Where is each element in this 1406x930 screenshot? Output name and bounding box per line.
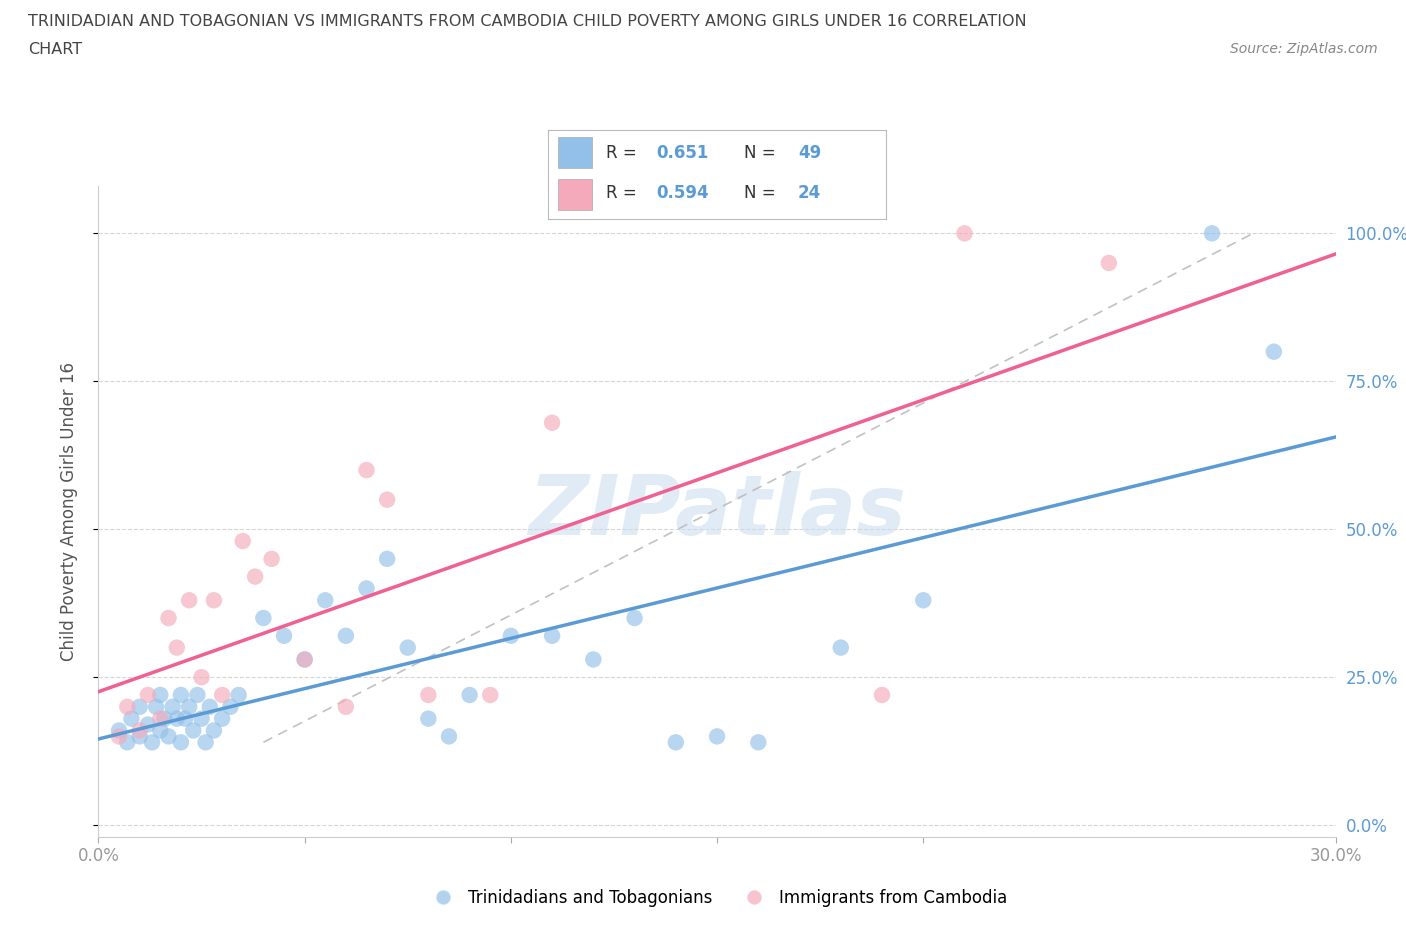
Point bbox=[108, 729, 131, 744]
Point bbox=[418, 687, 440, 702]
Point bbox=[186, 687, 208, 702]
Point bbox=[179, 699, 201, 714]
Point bbox=[912, 592, 935, 607]
Point bbox=[198, 699, 221, 714]
Text: 0.594: 0.594 bbox=[657, 184, 709, 203]
Point bbox=[228, 687, 250, 702]
Point bbox=[202, 592, 225, 607]
Point bbox=[830, 640, 852, 655]
Point bbox=[314, 592, 336, 607]
Point bbox=[335, 629, 357, 644]
Point bbox=[117, 699, 139, 714]
Point bbox=[120, 711, 142, 726]
Point bbox=[149, 687, 172, 702]
Point bbox=[202, 723, 225, 737]
Point bbox=[260, 551, 283, 566]
Text: TRINIDADIAN AND TOBAGONIAN VS IMMIGRANTS FROM CAMBODIA CHILD POVERTY AMONG GIRLS: TRINIDADIAN AND TOBAGONIAN VS IMMIGRANTS… bbox=[28, 14, 1026, 29]
Text: R =: R = bbox=[606, 184, 641, 203]
Point bbox=[541, 416, 564, 431]
Point bbox=[108, 723, 131, 737]
Point bbox=[953, 226, 976, 241]
Point bbox=[170, 735, 193, 750]
FancyBboxPatch shape bbox=[558, 138, 592, 168]
Point bbox=[499, 629, 522, 644]
Point bbox=[219, 699, 242, 714]
Point bbox=[194, 735, 217, 750]
Point bbox=[375, 492, 398, 507]
Text: R =: R = bbox=[606, 144, 641, 162]
Point bbox=[582, 652, 605, 667]
Point bbox=[149, 723, 172, 737]
Point bbox=[141, 735, 163, 750]
Point bbox=[243, 569, 266, 584]
Point bbox=[458, 687, 481, 702]
Point bbox=[128, 723, 150, 737]
Point bbox=[356, 581, 378, 596]
Point bbox=[232, 534, 254, 549]
Point bbox=[375, 551, 398, 566]
Point bbox=[174, 711, 197, 726]
Point bbox=[479, 687, 502, 702]
Point bbox=[665, 735, 688, 750]
Point bbox=[170, 687, 193, 702]
Point bbox=[541, 629, 564, 644]
Point bbox=[252, 611, 274, 626]
Point bbox=[418, 711, 440, 726]
Point bbox=[273, 629, 295, 644]
Point bbox=[179, 592, 201, 607]
Point bbox=[157, 729, 180, 744]
Point bbox=[1098, 256, 1121, 271]
Point bbox=[190, 670, 212, 684]
Point bbox=[335, 699, 357, 714]
Point bbox=[396, 640, 419, 655]
Point bbox=[128, 699, 150, 714]
Legend: Trinidadians and Tobagonians, Immigrants from Cambodia: Trinidadians and Tobagonians, Immigrants… bbox=[420, 882, 1014, 913]
Point bbox=[162, 699, 184, 714]
Text: CHART: CHART bbox=[28, 42, 82, 57]
Point bbox=[437, 729, 460, 744]
Point bbox=[870, 687, 893, 702]
Point bbox=[136, 717, 159, 732]
Point bbox=[706, 729, 728, 744]
Point bbox=[294, 652, 316, 667]
Point bbox=[153, 711, 176, 726]
Point bbox=[356, 462, 378, 477]
Point bbox=[1201, 226, 1223, 241]
Point bbox=[211, 711, 233, 726]
Text: 0.651: 0.651 bbox=[657, 144, 709, 162]
Y-axis label: Child Poverty Among Girls Under 16: Child Poverty Among Girls Under 16 bbox=[59, 362, 77, 661]
Point bbox=[1263, 344, 1285, 359]
Point bbox=[145, 699, 167, 714]
Point bbox=[128, 729, 150, 744]
Point bbox=[149, 711, 172, 726]
Text: ZIPatlas: ZIPatlas bbox=[529, 471, 905, 552]
Point bbox=[294, 652, 316, 667]
Text: N =: N = bbox=[744, 144, 780, 162]
Point bbox=[747, 735, 769, 750]
Point bbox=[166, 711, 188, 726]
Text: N =: N = bbox=[744, 184, 780, 203]
Point bbox=[157, 611, 180, 626]
Text: 24: 24 bbox=[799, 184, 821, 203]
Text: Source: ZipAtlas.com: Source: ZipAtlas.com bbox=[1230, 42, 1378, 56]
Point bbox=[623, 611, 645, 626]
FancyBboxPatch shape bbox=[558, 179, 592, 210]
Point bbox=[181, 723, 204, 737]
Point bbox=[211, 687, 233, 702]
Point bbox=[117, 735, 139, 750]
Point bbox=[190, 711, 212, 726]
Point bbox=[166, 640, 188, 655]
Point bbox=[136, 687, 159, 702]
Text: 49: 49 bbox=[799, 144, 821, 162]
